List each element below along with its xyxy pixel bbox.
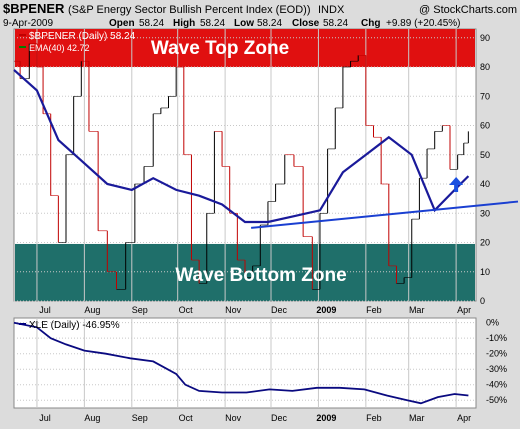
lower-y-tick-2: -20% [486,349,507,359]
upper-month-9: Apr [457,305,471,315]
low-label: Low [234,18,254,29]
main-y-tick-8: 80 [480,62,490,72]
lower-y-tick-4: -40% [486,380,507,390]
ema-line [13,69,470,224]
main-y-tick-9: 90 [480,33,490,43]
upper-month-7: Feb [366,305,382,315]
lower-month-9: Apr [457,413,471,423]
watermark: @ StockCharts.com [419,4,517,16]
xle-line-layer [13,321,469,405]
main-y-axis: 0 10 20 30 40 50 60 70 80 90 [480,33,490,306]
price-bars [14,43,469,290]
upper-month-1: Aug [84,305,100,315]
main-y-tick-4: 40 [480,179,490,189]
upper-month-6: 2009 [316,305,336,315]
zones-layer [15,29,475,301]
lower-month-2: Sep [132,413,148,423]
lower-y-tick-5: -50% [486,395,507,405]
exchange-label: INDX [318,4,345,16]
description-label: (S&P Energy Sector Bullish Percent Index… [68,4,311,16]
lower-month-0: Jul [39,413,51,423]
upper-month-axis: Jul Aug Sep Oct Nov Dec 2009 Feb Mar Apr [39,305,471,315]
xle-legend-label: XLE (Daily) -46.95% [29,320,120,331]
overlay-layer [251,177,519,229]
high-label: High [173,18,195,29]
main-y-tick-6: 60 [480,121,490,131]
close-value: 58.24 [323,18,348,29]
lower-month-5: Dec [271,413,288,423]
open-value: 58.24 [139,18,164,29]
main-y-tick-5: 50 [480,150,490,160]
lower-y-tick-3: -30% [486,364,507,374]
low-value: 58.24 [257,18,282,29]
arrow-icon [449,177,464,193]
upper-month-8: Mar [409,305,425,315]
lower-gridlines [14,318,476,408]
wave-top-zone-label: Wave Top Zone [151,38,289,59]
lower-y-axis: 0% -10% -20% -30% -40% -50% [486,318,507,406]
lower-month-7: Feb [366,413,382,423]
ohlc-readout: Open 58.24 High 58.24 Low 58.24 Close 58… [109,18,461,29]
lower-y-tick-1: -10% [486,333,507,343]
upper-month-0: Jul [39,305,51,315]
upper-month-4: Nov [225,305,242,315]
lower-month-1: Aug [84,413,100,423]
lower-y-tick-0: 0% [486,318,499,328]
upper-month-2: Sep [132,305,148,315]
lower-panel [13,317,477,409]
open-label: Open [109,18,135,29]
high-value: 58.24 [200,18,225,29]
xle-line [13,321,469,405]
trendline [251,200,519,229]
close-label: Close [292,18,320,29]
legend-ema-label: EMA(40) 42.72 [29,43,90,53]
upper-month-5: Dec [271,305,288,315]
main-y-tick-3: 30 [480,208,490,218]
legend-price-label: $BPENER (Daily) 58.24 [29,31,136,42]
symbol-label: $BPENER [3,1,65,16]
date-label: 9-Apr-2009 [3,18,53,29]
main-y-tick-0: 0 [480,296,485,306]
lower-month-3: Oct [179,413,194,423]
wave-bottom-zone-label: Wave Bottom Zone [175,265,346,286]
lower-month-8: Mar [409,413,425,423]
lower-month-6: 2009 [316,413,336,423]
chg-label: Chg [361,18,380,29]
main-gridlines [14,29,476,302]
upper-month-3: Oct [179,305,194,315]
lower-month-4: Nov [225,413,242,423]
ema-line-layer [13,69,470,224]
main-y-tick-7: 70 [480,91,490,101]
lower-month-axis: Jul Aug Sep Oct Nov Dec 2009 Feb Mar Apr [39,413,471,423]
main-y-tick-1: 10 [480,267,490,277]
main-y-tick-2: 20 [480,238,490,248]
chg-value: +9.89 (+20.45%) [386,18,461,29]
wave-top-zone [15,29,475,68]
main-legend: $BPENER (Daily) 58.24 EMA(40) 42.72 [19,31,136,53]
